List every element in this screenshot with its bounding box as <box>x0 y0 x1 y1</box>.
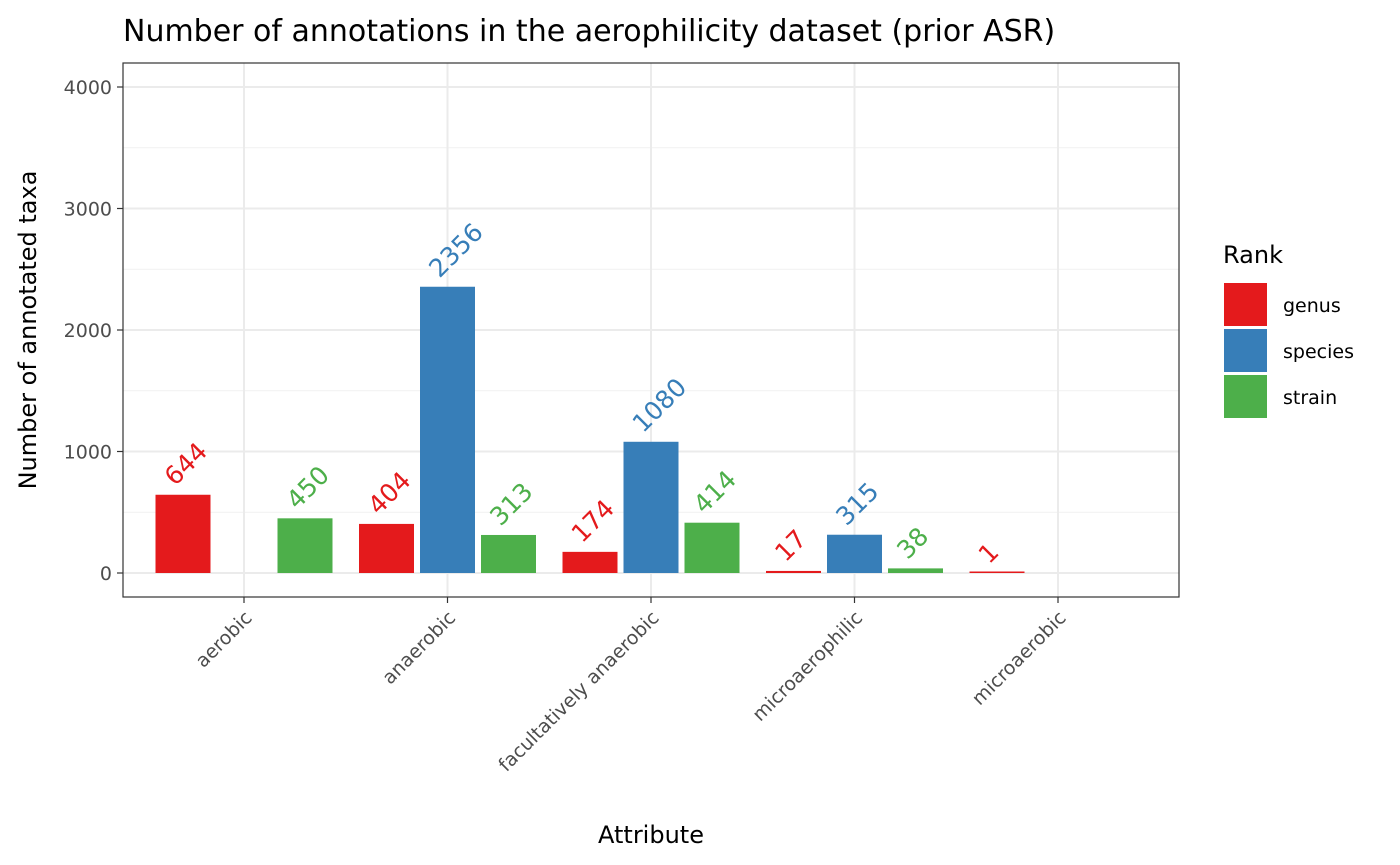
bar-species <box>623 441 679 573</box>
x-tick-label: aerobic <box>191 607 256 672</box>
y-axis: 0 1000 2000 3000 4000 <box>64 77 123 585</box>
legend-key-strain <box>1224 375 1267 418</box>
x-tick-label: anaerobic <box>378 607 460 689</box>
chart-title: Number of annotations in the aerophilici… <box>123 14 1055 49</box>
y-tick-label: 0 <box>100 563 112 585</box>
bar-species <box>420 286 475 573</box>
bar-genus <box>766 570 821 573</box>
legend: Rank genus species strain <box>1223 241 1354 418</box>
bar-genus <box>969 571 1025 573</box>
bar-strain <box>888 568 943 573</box>
bar-genus <box>562 551 618 573</box>
data-label-genus: 174 <box>566 494 620 548</box>
bar-genus <box>155 494 211 573</box>
data-label-strain: 450 <box>281 460 335 514</box>
data-label-genus: 1 <box>973 537 1005 569</box>
x-axis: aerobic anaerobic facultatively anaerobic m… <box>191 597 1071 776</box>
bars <box>155 286 1025 573</box>
legend-key-genus <box>1224 283 1267 326</box>
bar-strain <box>481 534 536 573</box>
data-label-strain: 414 <box>688 465 742 519</box>
bar-genus <box>359 523 414 573</box>
x-tick-label: microaerobic <box>968 607 1071 710</box>
x-axis-title: Attribute <box>598 821 704 849</box>
y-tick-label: 3000 <box>64 199 112 221</box>
bar-strain <box>277 518 333 573</box>
legend-label-strain: strain <box>1283 387 1337 409</box>
legend-key-species <box>1224 329 1267 372</box>
y-tick-label: 1000 <box>64 442 112 464</box>
bar-strain <box>684 522 740 573</box>
data-label-species: 315 <box>830 477 884 531</box>
data-label-strain: 313 <box>484 477 538 531</box>
x-tick-label: facultatively anaerobic <box>494 607 663 776</box>
legend-items: genus species strain <box>1224 283 1354 418</box>
legend-label-genus: genus <box>1283 295 1341 317</box>
data-label-species: 1080 <box>627 373 692 438</box>
y-tick-label: 4000 <box>64 77 112 99</box>
y-tick-label: 2000 <box>64 320 112 342</box>
data-label-species: 2356 <box>423 217 488 282</box>
bar-species <box>827 534 882 573</box>
x-tick-label: microaerophilic <box>748 607 867 726</box>
legend-title: Rank <box>1223 241 1283 269</box>
data-label-strain: 38 <box>891 522 934 565</box>
data-label-genus: 644 <box>159 437 213 491</box>
data-label-genus: 17 <box>769 524 812 567</box>
y-axis-title: Number of annotated taxa <box>14 171 42 490</box>
legend-label-species: species <box>1283 341 1354 363</box>
